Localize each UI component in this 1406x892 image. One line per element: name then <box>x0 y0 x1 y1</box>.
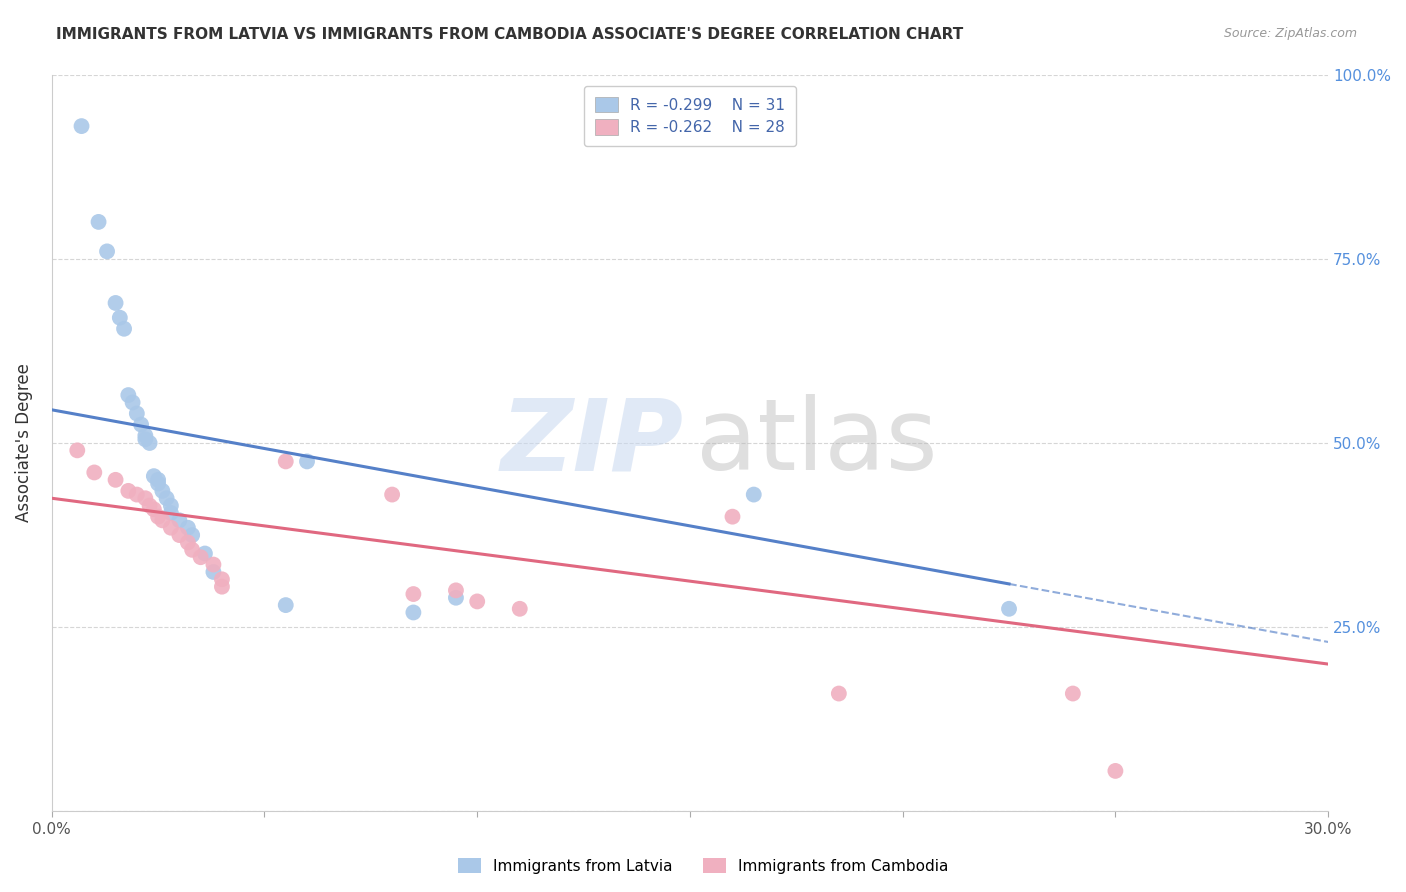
Point <box>104 473 127 487</box>
Point <box>104 296 127 310</box>
Point <box>402 587 425 601</box>
Point <box>1062 687 1084 701</box>
Point <box>108 310 131 325</box>
Point <box>190 550 212 565</box>
Text: ZIP: ZIP <box>501 394 683 491</box>
Point <box>117 388 139 402</box>
Point <box>295 454 318 468</box>
Point <box>381 487 404 501</box>
Point <box>138 499 160 513</box>
Text: IMMIGRANTS FROM LATVIA VS IMMIGRANTS FROM CAMBODIA ASSOCIATE'S DEGREE CORRELATIO: IMMIGRANTS FROM LATVIA VS IMMIGRANTS FRO… <box>56 27 963 42</box>
Point <box>211 580 233 594</box>
Point <box>444 591 467 605</box>
Point <box>828 687 851 701</box>
Point <box>509 601 531 615</box>
Point <box>125 487 148 501</box>
Point <box>129 417 152 432</box>
Point <box>160 506 183 520</box>
Point <box>160 499 183 513</box>
Point <box>181 542 204 557</box>
Point <box>177 521 200 535</box>
Point <box>465 594 488 608</box>
Point <box>181 528 204 542</box>
Point <box>721 509 744 524</box>
Point <box>70 119 93 133</box>
Point <box>274 454 297 468</box>
Point <box>83 466 105 480</box>
Point <box>177 535 200 549</box>
Point <box>142 502 165 516</box>
Point <box>202 558 225 572</box>
Y-axis label: Associate's Degree: Associate's Degree <box>15 364 32 523</box>
Point <box>169 528 191 542</box>
Point <box>117 483 139 498</box>
Point <box>138 436 160 450</box>
Point <box>146 509 169 524</box>
Legend: Immigrants from Latvia, Immigrants from Cambodia: Immigrants from Latvia, Immigrants from … <box>451 852 955 880</box>
Point <box>112 322 135 336</box>
Point <box>211 572 233 586</box>
Point <box>142 469 165 483</box>
Point <box>134 491 156 506</box>
Point <box>134 428 156 442</box>
Legend: R = -0.299    N = 31, R = -0.262    N = 28: R = -0.299 N = 31, R = -0.262 N = 28 <box>583 86 796 146</box>
Point <box>742 487 765 501</box>
Point <box>121 395 143 409</box>
Point <box>150 483 173 498</box>
Point <box>998 601 1021 615</box>
Point <box>444 583 467 598</box>
Point <box>274 598 297 612</box>
Point <box>1104 764 1126 778</box>
Point <box>150 513 173 527</box>
Text: Source: ZipAtlas.com: Source: ZipAtlas.com <box>1223 27 1357 40</box>
Point <box>202 565 225 579</box>
Point <box>146 473 169 487</box>
Point <box>96 244 118 259</box>
Point <box>125 407 148 421</box>
Point <box>169 513 191 527</box>
Point <box>402 606 425 620</box>
Text: atlas: atlas <box>696 394 938 491</box>
Point <box>134 432 156 446</box>
Point <box>156 491 179 506</box>
Point <box>87 215 110 229</box>
Point <box>146 476 169 491</box>
Point <box>194 547 217 561</box>
Point <box>160 521 183 535</box>
Point <box>66 443 89 458</box>
